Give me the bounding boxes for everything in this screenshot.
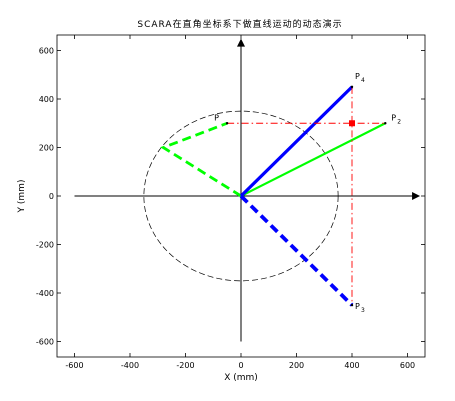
series-line-2 <box>239 85 354 198</box>
x-tick-label: -600 <box>65 361 83 370</box>
y-tick-label: 600 <box>39 47 54 56</box>
point-dot <box>350 303 354 307</box>
point-dot <box>350 85 354 89</box>
y-axis-label: Y (mm) <box>17 180 27 214</box>
point-label: P <box>214 113 219 122</box>
x-tick-label: 400 <box>344 361 359 370</box>
x-tick-label: 600 <box>400 361 415 370</box>
series-line-1 <box>240 122 386 197</box>
y-tick-label: 0 <box>49 192 54 201</box>
series-line-3 <box>239 194 354 307</box>
point-label: P <box>391 113 396 122</box>
point-label: P <box>355 302 360 311</box>
point-label-sub: 3 <box>361 307 365 314</box>
x-axis-label: X (mm) <box>224 373 258 383</box>
labels-layer: P P 2P 3P 4 <box>214 72 401 314</box>
chart-title: SCARA在直角坐标系下做直线运动的动态演示 <box>137 18 342 30</box>
y-tick-label: -600 <box>36 338 54 347</box>
y-tick-label: -200 <box>36 241 54 250</box>
point-label-sub: 2 <box>397 118 401 125</box>
x-tick-label: 0 <box>238 361 243 370</box>
point-label: P <box>355 72 360 81</box>
point-dot <box>384 122 387 125</box>
ticks-layer: -600 -400 -200 0 200 400 600 -600 -400 -200 0 200 40… <box>36 35 425 370</box>
y-arrow-head <box>237 38 245 47</box>
x-tick-label: -200 <box>176 361 194 370</box>
series-line-0 <box>160 121 242 198</box>
y-tick-label: 400 <box>39 95 54 104</box>
x-tick-label: -400 <box>121 361 139 370</box>
data-layer <box>74 38 421 342</box>
x-arrow-head <box>412 192 421 200</box>
point-dot <box>225 122 229 125</box>
y-tick-label: 200 <box>39 144 54 153</box>
point-label-sub: 4 <box>361 77 365 84</box>
x-tick-label: 200 <box>289 361 304 370</box>
target-marker <box>349 120 355 127</box>
y-tick-label: -400 <box>36 289 54 298</box>
